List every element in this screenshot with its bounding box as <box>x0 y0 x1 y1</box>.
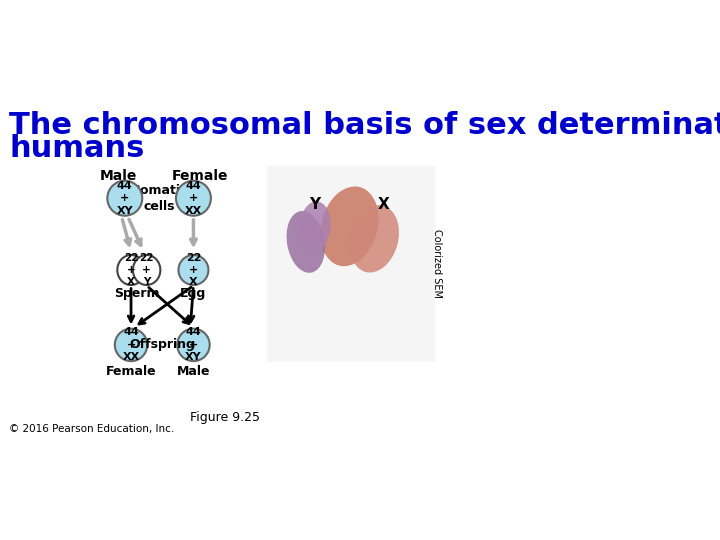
Ellipse shape <box>287 211 325 273</box>
Ellipse shape <box>350 205 399 273</box>
Ellipse shape <box>133 255 161 285</box>
Ellipse shape <box>114 329 148 361</box>
Text: 44
+
XX: 44 + XX <box>185 181 202 215</box>
Text: Y: Y <box>310 197 320 212</box>
Text: 22
+
Y: 22 + Y <box>140 253 154 287</box>
Text: 22
+
X: 22 + X <box>186 253 201 287</box>
Text: Colorized SEM: Colorized SEM <box>432 230 442 298</box>
FancyBboxPatch shape <box>267 166 435 362</box>
Text: 44
+
XY: 44 + XY <box>117 181 133 215</box>
Text: Somatic
cells: Somatic cells <box>131 184 187 213</box>
Ellipse shape <box>320 186 379 266</box>
Ellipse shape <box>117 255 145 285</box>
Text: The chromosomal basis of sex determination in: The chromosomal basis of sex determinati… <box>9 111 720 140</box>
Ellipse shape <box>179 255 208 285</box>
Text: Figure 9.25: Figure 9.25 <box>189 411 260 424</box>
Ellipse shape <box>177 329 210 361</box>
Ellipse shape <box>176 181 211 215</box>
Ellipse shape <box>107 181 143 215</box>
Text: Egg: Egg <box>180 287 207 300</box>
Text: 44
+
XY: 44 + XY <box>185 327 202 362</box>
Text: © 2016 Pearson Education, Inc.: © 2016 Pearson Education, Inc. <box>9 424 175 434</box>
Text: Offspring: Offspring <box>130 339 195 352</box>
Text: Male: Male <box>100 169 138 183</box>
Text: X: X <box>378 197 390 212</box>
Text: Female: Female <box>106 365 156 378</box>
Text: Sperm: Sperm <box>114 287 160 300</box>
Text: humans: humans <box>9 134 145 163</box>
Text: Female: Female <box>171 169 228 183</box>
Ellipse shape <box>300 201 330 251</box>
Text: Male: Male <box>176 365 210 378</box>
Text: 44
+
XX: 44 + XX <box>122 327 140 362</box>
Text: 22
+
X: 22 + X <box>124 253 138 287</box>
